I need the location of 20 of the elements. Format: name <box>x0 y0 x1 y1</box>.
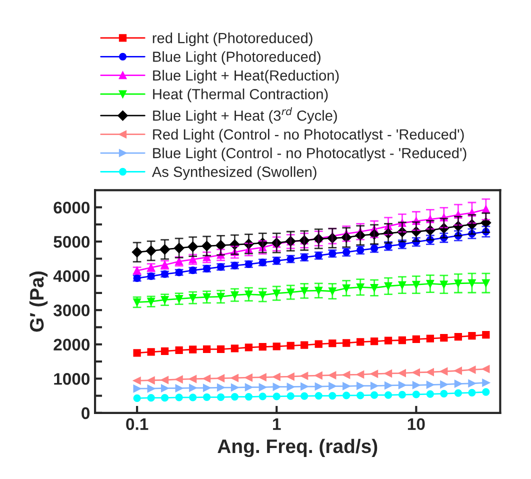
y-tick-label: 4000 <box>53 270 90 282</box>
legend-label: Heat (Thermal Contraction) <box>153 88 328 102</box>
x-axis-title: Ang. Freq. (rad/s) <box>218 438 378 458</box>
legend-label: Blue Light + Heat(Reduction) <box>153 70 339 84</box>
legend-label: As Synthesized (Swollen) <box>152 166 316 180</box>
legend-label: red Light (Photoreduced) <box>152 32 312 46</box>
legend-label: Red Light (Control - no Photocatlyst - 'Reduced') <box>153 128 464 142</box>
y-tick-label: 2000 <box>54 338 90 351</box>
x-tick-label: 10 <box>408 418 425 430</box>
y-tick-label: 0 <box>82 407 90 420</box>
legend-label: Blue Light (Photoreduced) <box>153 51 320 65</box>
legend-label: Blue Light (Control - no Photocatlyst - 'Reduced') <box>153 148 466 162</box>
x-tick-label: 0.1 <box>126 418 148 430</box>
y-tick-label: 1000 <box>54 373 90 385</box>
y-tick-label: 5000 <box>54 236 90 248</box>
legend-label: Blue Light + Heat (3$^{rd}$ Cycle) <box>153 107 337 124</box>
x-tick-label: 1 <box>273 418 281 430</box>
y-tick-label: 3000 <box>54 304 90 316</box>
y-tick-label: 6000 <box>54 202 90 214</box>
y-axis-title: G′ (Pa) <box>29 272 48 332</box>
